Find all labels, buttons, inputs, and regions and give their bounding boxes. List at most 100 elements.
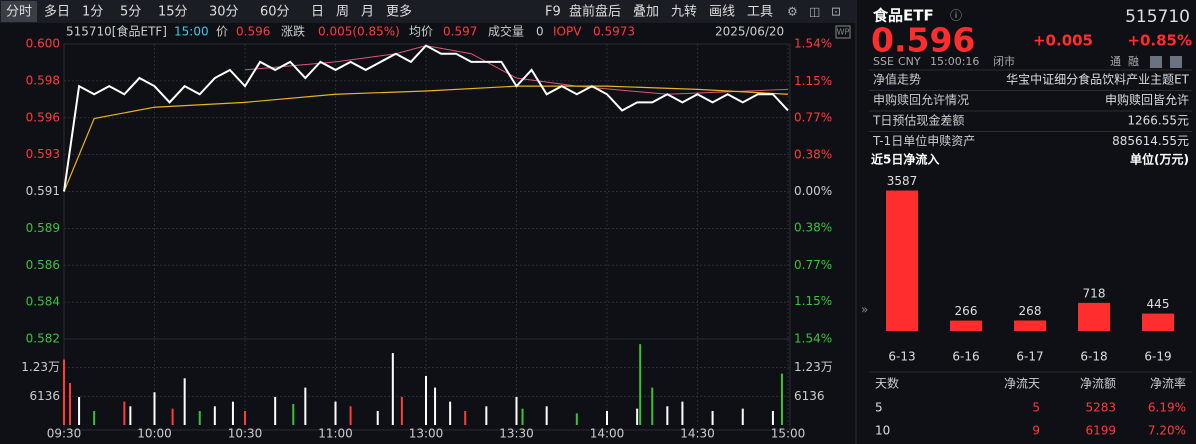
- volume-bar: [780, 373, 783, 425]
- tool-icon[interactable]: ⚙: [787, 5, 798, 19]
- x-tick-label: 11:00: [318, 427, 353, 441]
- tab[interactable]: 周: [336, 5, 349, 20]
- header-time: 15:00: [174, 25, 209, 39]
- info-value: 1266.55元: [1127, 114, 1189, 128]
- active-tab: [1, 1, 37, 22]
- info-value: 华宝中证细分食品饮料产业主题ET: [1006, 72, 1190, 87]
- volume-tick-label: 6136: [29, 389, 60, 403]
- tool[interactable]: 工具: [747, 5, 773, 20]
- y2-tick-label: 0.38%: [794, 220, 832, 234]
- price-line: [63, 44, 789, 192]
- flow-table-cell: 5: [875, 401, 883, 415]
- tool-icon[interactable]: ⊡: [831, 5, 841, 19]
- flow-bar: [950, 320, 982, 331]
- volume-tick-label: 1.23万: [21, 360, 60, 374]
- flow-unit: 单位(万元): [1130, 152, 1189, 167]
- volume-bar: [711, 410, 714, 425]
- flow-bar: [1142, 313, 1174, 331]
- iopv-line: [244, 45, 789, 95]
- header-avg: 0.597: [443, 25, 477, 39]
- flow-table-cell: 10: [875, 424, 890, 438]
- tool[interactable]: 九转: [671, 5, 697, 20]
- volume-bar: [63, 359, 65, 425]
- y-tick-label: 0.582: [26, 332, 60, 346]
- y2-tick-label: 0.77%: [794, 258, 832, 272]
- volume-bar: [485, 406, 488, 425]
- quote-change: +0.005: [1033, 32, 1093, 50]
- y2-tick-label: 1.15%: [794, 74, 832, 88]
- quote-change-pct: +0.85%: [1127, 32, 1192, 50]
- quote-market: SSE: [873, 55, 894, 68]
- flow-table-cell: 6199: [1085, 424, 1116, 438]
- tab[interactable]: 月: [361, 5, 374, 20]
- volume-bar: [741, 408, 744, 425]
- volume-bar: [515, 396, 518, 425]
- icon-box[interactable]: [1150, 56, 1162, 68]
- volume-bar: [69, 382, 72, 425]
- volume-bar: [434, 387, 437, 425]
- flow-table-header: 天数: [875, 376, 899, 391]
- tool[interactable]: 叠加: [633, 5, 659, 20]
- tool[interactable]: 画线: [709, 5, 735, 20]
- toolbar: [0, 0, 855, 23]
- volume-tick-label: 1.23万: [794, 360, 833, 374]
- tab[interactable]: 日: [311, 5, 324, 20]
- icon-box[interactable]: [1170, 56, 1182, 68]
- flow-category: 6-18: [1080, 350, 1107, 364]
- x-tick-label: 13:00: [409, 427, 444, 441]
- flow-table-cell: 9: [1032, 424, 1040, 438]
- flow-table-cell: 5283: [1085, 401, 1116, 415]
- tool[interactable]: 盘前盘后: [569, 4, 621, 20]
- average-line: [63, 85, 789, 192]
- tab[interactable]: 5分: [120, 5, 141, 20]
- y-tick-label: 0.598: [26, 73, 60, 87]
- flow-table-cell: 5: [1032, 401, 1040, 415]
- tab[interactable]: 30分: [209, 5, 239, 20]
- quote-tag: 通: [1110, 55, 1121, 68]
- volume-bar: [376, 410, 379, 425]
- flow-category: 6-13: [888, 350, 915, 364]
- tab[interactable]: 60分: [260, 5, 290, 20]
- tab[interactable]: 分时: [6, 5, 32, 20]
- flow-table-header: 净流率: [1150, 376, 1186, 391]
- tool[interactable]: F9: [545, 5, 561, 20]
- header-price-label: 价: [216, 25, 228, 39]
- flow-value: 266: [955, 304, 978, 318]
- tab[interactable]: 更多: [386, 4, 412, 20]
- y2-tick-label: 1.15%: [794, 294, 832, 308]
- tool-icon[interactable]: ◫: [809, 5, 820, 19]
- flow-value: 445: [1147, 297, 1170, 311]
- flow-category: 6-19: [1144, 350, 1171, 364]
- quote-time: 15:00:16: [930, 55, 979, 68]
- y2-tick-label: 0.77%: [794, 110, 832, 124]
- info-label: 申购赎回允许情况: [873, 92, 969, 107]
- info-label: 净值走势: [873, 72, 921, 87]
- collapse-button[interactable]: »: [861, 303, 868, 317]
- volume-bar: [129, 406, 132, 425]
- volume-bar: [304, 387, 307, 425]
- info-icon: ⓘ: [950, 9, 962, 23]
- y2-tick-label: 1.54%: [794, 37, 832, 51]
- volume-bar: [464, 410, 467, 425]
- volume-bar: [681, 401, 684, 425]
- x-tick-label: 14:00: [590, 427, 625, 441]
- tab[interactable]: 15分: [158, 5, 188, 20]
- y-tick-label: 0.591: [26, 184, 60, 198]
- header-volume: 0: [536, 25, 544, 39]
- x-tick-label: 14:30: [680, 427, 715, 441]
- quote-tag: 融: [1128, 55, 1139, 68]
- tab[interactable]: 1分: [82, 5, 103, 20]
- flow-table-cell: 7.20%: [1148, 424, 1186, 438]
- badge-box: [835, 25, 851, 39]
- y2-tick-label: 1.54%: [794, 332, 832, 346]
- header-volume-label: 成交量: [488, 24, 524, 39]
- y-tick-label: 0.586: [26, 258, 60, 272]
- volume-bar: [171, 408, 174, 425]
- volume-bar: [93, 410, 96, 425]
- volume-bar: [213, 406, 216, 425]
- header-iopv: 0.5973: [593, 25, 635, 39]
- header-change-label: 涨跌: [281, 24, 305, 39]
- tab[interactable]: 多日: [44, 4, 70, 20]
